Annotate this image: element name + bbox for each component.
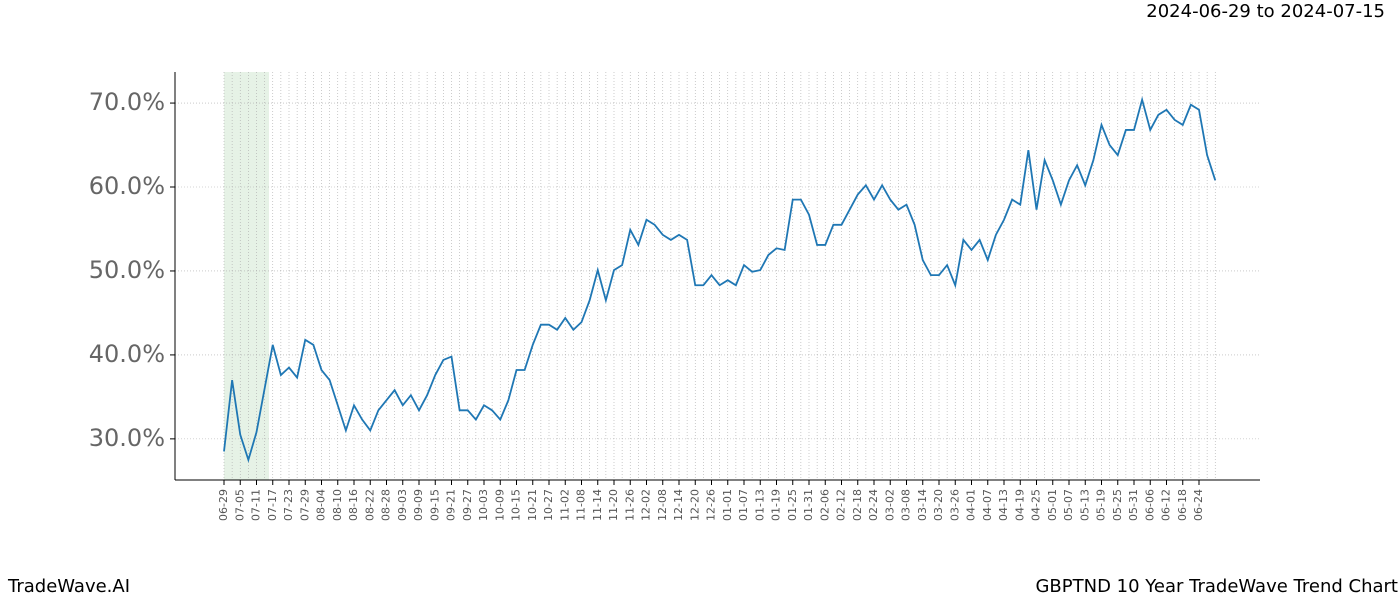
x-tick-label: 10-03: [477, 489, 490, 521]
x-tick-label: 05-25: [1111, 489, 1124, 521]
x-tick-label: 03-14: [916, 489, 929, 521]
y-tick-label: 70.0%: [89, 88, 165, 116]
x-tick-label: 08-16: [347, 489, 360, 521]
x-tick-label: 01-07: [737, 489, 750, 521]
y-tick-label: 40.0%: [89, 340, 165, 368]
x-tick-label: 01-13: [753, 489, 766, 521]
x-tick-label: 04-25: [1030, 489, 1043, 521]
x-tick-label: 04-13: [997, 489, 1010, 521]
x-tick-label: 10-27: [542, 489, 555, 521]
x-tick-label: 06-18: [1176, 489, 1189, 521]
x-tick-label: 12-14: [672, 489, 685, 521]
x-tick-label: 10-21: [526, 489, 539, 521]
x-tick-label: 01-25: [786, 489, 799, 521]
x-tick-label: 05-13: [1078, 489, 1091, 521]
x-tick-label: 06-06: [1143, 489, 1156, 521]
x-tick-label: 02-18: [851, 489, 864, 521]
x-tick-label: 09-27: [461, 489, 474, 521]
x-tick-label: 11-14: [591, 489, 604, 521]
x-tick-label: 07-17: [266, 489, 279, 521]
x-tick-label: 02-06: [818, 489, 831, 521]
x-tick-label: 07-11: [250, 489, 263, 521]
x-tick-label: 08-28: [380, 489, 393, 521]
x-tick-label: 03-08: [900, 489, 913, 521]
x-tick-label: 06-24: [1192, 489, 1205, 521]
y-tick-label: 60.0%: [89, 172, 165, 200]
x-tick-label: 08-22: [363, 489, 376, 521]
x-tick-label: 12-26: [705, 489, 718, 521]
x-tick-label: 05-19: [1095, 489, 1108, 521]
source-label: TradeWave.AI: [7, 576, 130, 597]
x-tick-label: 06-29: [217, 489, 230, 521]
x-tick-label: 09-03: [396, 489, 409, 521]
x-tick-label: 07-29: [298, 489, 311, 521]
x-tick-label: 02-12: [835, 489, 848, 521]
x-tick-label: 09-15: [428, 489, 441, 521]
x-tick-label: 11-20: [607, 489, 620, 521]
x-tick-label: 05-01: [1046, 489, 1059, 521]
x-tick-label: 10-09: [493, 489, 506, 521]
x-tick-label: 01-01: [721, 489, 734, 521]
x-tick-label: 08-04: [315, 489, 328, 521]
x-tick-label: 08-10: [331, 489, 344, 521]
x-tick-label: 03-02: [883, 489, 896, 521]
x-tick-label: 05-07: [1062, 489, 1075, 521]
x-tick-label: 09-09: [412, 489, 425, 521]
x-tick-label: 07-23: [282, 489, 295, 521]
data-line: [223, 96, 1217, 463]
y-tick-label: 50.0%: [89, 256, 165, 284]
chart-title: GBPTND 10 Year TradeWave Trend Chart: [1035, 576, 1398, 597]
x-tick-label: 06-12: [1160, 489, 1173, 521]
x-tick-label: 12-02: [640, 489, 653, 521]
x-tick-label: 11-26: [623, 489, 636, 521]
x-tick-label: 04-19: [1013, 489, 1026, 521]
x-tick-label: 10-15: [510, 489, 523, 521]
x-tick-label: 11-02: [558, 489, 571, 521]
x-tick-label: 05-31: [1127, 489, 1140, 521]
x-tick-label: 02-24: [867, 489, 880, 521]
x-tick-label: 09-21: [445, 489, 458, 521]
y-tick-label: 30.0%: [89, 424, 165, 452]
chart-subtitle: 2024-06-29 to 2024-07-15: [1146, 1, 1385, 22]
x-tick-label: 01-31: [802, 489, 815, 521]
x-tick-label: 03-26: [948, 489, 961, 521]
highlight-range: [224, 72, 269, 480]
x-tick-label: 12-08: [656, 489, 669, 521]
x-tick-label: 11-08: [575, 489, 588, 521]
x-tick-label: 04-01: [965, 489, 978, 521]
x-tick-label: 01-19: [770, 489, 783, 521]
x-tick-label: 07-05: [233, 489, 246, 521]
x-tick-label: 04-07: [981, 489, 994, 521]
x-tick-label: 12-20: [688, 489, 701, 521]
x-tick-label: 03-20: [932, 489, 945, 521]
